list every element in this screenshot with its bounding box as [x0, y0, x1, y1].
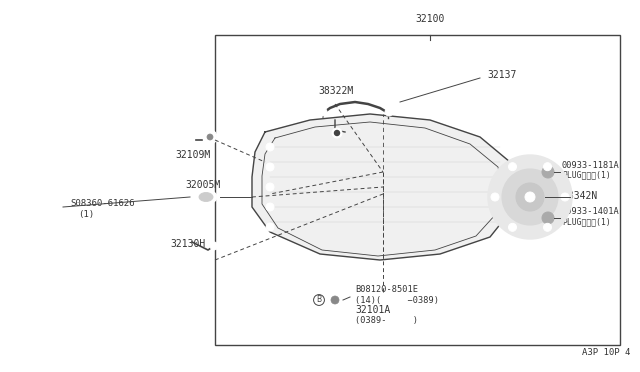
- Text: 38342N: 38342N: [562, 191, 597, 201]
- Text: S: S: [52, 202, 58, 212]
- Text: 32100: 32100: [415, 14, 445, 24]
- Circle shape: [327, 292, 343, 308]
- Circle shape: [210, 242, 218, 250]
- Ellipse shape: [199, 192, 213, 202]
- Text: S08360-61626: S08360-61626: [70, 199, 134, 208]
- Circle shape: [509, 223, 516, 231]
- Circle shape: [502, 169, 558, 225]
- Circle shape: [543, 163, 552, 171]
- Circle shape: [319, 108, 327, 116]
- Text: 32137: 32137: [487, 70, 516, 80]
- Text: (1): (1): [78, 209, 94, 218]
- Circle shape: [332, 128, 342, 138]
- Polygon shape: [252, 114, 515, 260]
- Text: 00933-1401A: 00933-1401A: [562, 208, 620, 217]
- Text: 00933-1181A: 00933-1181A: [562, 160, 620, 170]
- Text: 38322M: 38322M: [318, 86, 353, 96]
- Ellipse shape: [196, 135, 212, 145]
- Text: B: B: [316, 295, 321, 305]
- Circle shape: [542, 212, 554, 224]
- Text: PLUGプラグ(1): PLUGプラグ(1): [562, 170, 611, 180]
- Circle shape: [266, 223, 274, 231]
- Circle shape: [207, 134, 213, 140]
- Text: 32109M: 32109M: [175, 150, 211, 160]
- Circle shape: [509, 163, 516, 171]
- Text: 32101A: 32101A: [355, 305, 390, 315]
- Text: 32005M: 32005M: [185, 180, 220, 190]
- Circle shape: [47, 199, 63, 215]
- Bar: [215, 35, 620, 345]
- Text: A3P 10P 4: A3P 10P 4: [582, 348, 630, 357]
- Circle shape: [266, 163, 274, 171]
- Circle shape: [491, 193, 499, 201]
- Circle shape: [525, 192, 535, 202]
- Circle shape: [516, 183, 544, 211]
- Circle shape: [266, 203, 274, 211]
- Circle shape: [543, 223, 552, 231]
- Text: (0389-     ): (0389- ): [355, 315, 418, 324]
- Text: PLUGプラグ(1): PLUGプラグ(1): [562, 218, 611, 227]
- Circle shape: [266, 183, 274, 191]
- Circle shape: [561, 193, 569, 201]
- Circle shape: [385, 108, 393, 116]
- Circle shape: [331, 296, 339, 304]
- Ellipse shape: [195, 190, 217, 204]
- Circle shape: [542, 166, 554, 178]
- Circle shape: [335, 131, 339, 135]
- Circle shape: [203, 130, 217, 144]
- Text: 32130H: 32130H: [170, 239, 205, 249]
- Text: B08120-8501E: B08120-8501E: [355, 285, 418, 295]
- Circle shape: [266, 143, 274, 151]
- Circle shape: [488, 155, 572, 239]
- Text: (14)(     −0389): (14)( −0389): [355, 295, 439, 305]
